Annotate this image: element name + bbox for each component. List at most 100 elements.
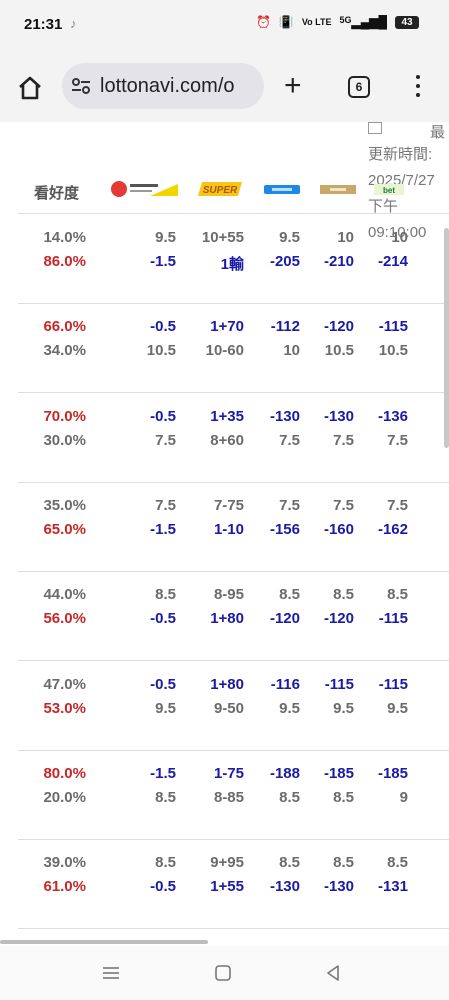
odds-value[interactable]: 9.5 — [155, 699, 176, 717]
odds-value[interactable]: -130 — [323, 878, 354, 896]
odds-value[interactable]: 8.5 — [279, 586, 300, 604]
odds-value[interactable]: -120 — [323, 610, 354, 628]
odds-value[interactable]: 1+80 — [210, 675, 244, 693]
odds-value[interactable]: -160 — [323, 520, 354, 538]
odds-value[interactable]: -1.5 — [150, 764, 176, 782]
odds-value[interactable]: 8.5 — [333, 788, 354, 806]
odds-value[interactable]: -205 — [269, 253, 300, 270]
odds-value[interactable]: -115 — [378, 610, 408, 628]
odds-value[interactable]: 8-95 — [213, 586, 244, 604]
odds-value[interactable]: -210 — [323, 253, 354, 270]
odds-value[interactable]: 9.5 — [333, 699, 354, 717]
odds-value[interactable]: 9.5 — [155, 229, 176, 246]
odds-value[interactable]: 8.5 — [279, 854, 300, 872]
odds-value[interactable]: 8.5 — [333, 586, 354, 604]
calendar-icon[interactable] — [368, 122, 382, 134]
odds-value[interactable]: 1+35 — [210, 407, 244, 425]
odds-value[interactable]: 8.5 — [387, 854, 408, 872]
odds-value[interactable]: 8.5 — [387, 586, 408, 604]
odds-value[interactable]: -185 — [377, 764, 408, 782]
odds-value[interactable]: 9.5 — [279, 699, 300, 717]
odds-row[interactable]: 44.0% 8.5 8-95 8.5 8.5 8.5 56.0% -0.5 1+80 -120 -1… — [18, 572, 449, 662]
odds-value[interactable]: 10 — [391, 229, 408, 246]
odds-value[interactable]: 7.5 — [155, 431, 176, 449]
odds-value[interactable]: -1.5 — [150, 520, 176, 538]
odds-row[interactable]: 66.0% -0.5 1+70 -112 -120 -115 34.0% 10.5 10-60 1… — [18, 304, 449, 394]
odds-value[interactable]: 9-50 — [213, 699, 244, 717]
odds-value[interactable]: 1輸 — [220, 256, 244, 273]
odds-value[interactable]: -130 — [323, 407, 354, 425]
odds-value[interactable]: 8.5 — [155, 854, 176, 872]
back-icon[interactable] — [322, 962, 344, 984]
site-settings-icon[interactable] — [70, 75, 92, 97]
address-bar[interactable]: lottonavi.com/o — [62, 63, 264, 109]
odds-value[interactable]: 7-75 — [213, 496, 244, 514]
home-button-icon[interactable] — [212, 962, 234, 984]
odds-value[interactable]: -136 — [377, 407, 408, 425]
odds-value[interactable]: 10 — [283, 342, 300, 360]
odds-value[interactable]: 9 — [399, 788, 408, 806]
odds-value[interactable]: 10-60 — [205, 342, 244, 360]
odds-row[interactable]: 80.0% -1.5 1-75 -188 -185 -185 20.0% 8.5 8-85 8.5… — [18, 751, 449, 840]
odds-value[interactable]: 10.5 — [324, 342, 354, 360]
odds-value[interactable]: -0.5 — [150, 610, 176, 628]
new-tab-icon[interactable]: + — [284, 69, 302, 102]
odds-value[interactable]: -115 — [378, 675, 408, 693]
odds-value[interactable]: 10 — [337, 229, 354, 246]
horizontal-scrollbar[interactable] — [0, 940, 208, 944]
odds-value[interactable]: -131 — [377, 878, 408, 896]
odds-row[interactable]: 35.0% 7.5 7-75 7.5 7.5 7.5 65.0% -1.5 1-10 -156 -1… — [18, 483, 449, 572]
tab-switcher-button[interactable]: 6 — [348, 76, 370, 98]
odds-value[interactable]: -0.5 — [150, 878, 176, 896]
odds-value[interactable]: 8.5 — [333, 854, 354, 872]
odds-value[interactable]: -116 — [270, 675, 300, 693]
odds-value[interactable]: -0.5 — [150, 318, 176, 336]
odds-value[interactable]: -162 — [377, 520, 408, 538]
odds-value[interactable]: 10+55 — [201, 229, 244, 246]
recent-apps-icon[interactable] — [100, 962, 122, 984]
odds-value[interactable]: -120 — [323, 318, 354, 336]
odds-value[interactable]: 1-75 — [213, 764, 244, 782]
odds-value[interactable]: -130 — [269, 407, 300, 425]
more-menu-icon[interactable] — [408, 72, 428, 102]
odds-value[interactable]: -0.5 — [150, 407, 176, 425]
odds-value[interactable]: 7.5 — [387, 496, 408, 514]
odds-value[interactable]: 8+60 — [210, 431, 244, 449]
odds-value[interactable]: 7.5 — [333, 496, 354, 514]
odds-value[interactable]: -112 — [270, 318, 300, 336]
odds-value[interactable]: 9.5 — [387, 699, 408, 717]
odds-value[interactable]: 8.5 — [155, 586, 176, 604]
odds-value[interactable]: -115 — [378, 318, 408, 336]
odds-value[interactable]: 8-85 — [213, 788, 244, 806]
odds-value[interactable]: 10.5 — [378, 342, 408, 360]
odds-value[interactable]: 7.5 — [279, 496, 300, 514]
odds-value[interactable]: 9+95 — [210, 854, 244, 872]
odds-value[interactable]: 1-10 — [213, 520, 244, 538]
odds-row[interactable]: 70.0% -0.5 1+35 -130 -130 -136 30.0% 7.5 8+60 7.5… — [18, 394, 449, 483]
url-text[interactable]: lottonavi.com/o — [100, 75, 235, 97]
home-icon[interactable] — [16, 74, 44, 102]
odds-value[interactable]: -156 — [269, 520, 300, 538]
odds-value[interactable]: -185 — [323, 764, 354, 782]
odds-row[interactable]: 14.0% 9.5 10+55 9.5 10 10 86.0% -1.5 1輸 -205 -210 -… — [18, 215, 449, 304]
odds-value[interactable]: 1+70 — [210, 318, 244, 336]
odds-value[interactable]: -120 — [269, 610, 300, 628]
odds-value[interactable]: -214 — [377, 253, 408, 270]
odds-value[interactable]: -1.5 — [150, 253, 176, 270]
odds-value[interactable]: 7.5 — [333, 431, 354, 449]
odds-value[interactable]: 7.5 — [279, 431, 300, 449]
odds-row[interactable]: 39.0% 8.5 9+95 8.5 8.5 8.5 61.0% -0.5 1+55 -130 -1… — [18, 840, 449, 930]
odds-value[interactable]: -0.5 — [150, 675, 176, 693]
odds-value[interactable]: 8.5 — [155, 788, 176, 806]
odds-value[interactable]: -130 — [269, 878, 300, 896]
odds-value[interactable]: 7.5 — [155, 496, 176, 514]
odds-value[interactable]: -115 — [324, 675, 354, 693]
odds-value[interactable]: 8.5 — [279, 788, 300, 806]
odds-value[interactable]: 1+55 — [210, 878, 244, 896]
odds-value[interactable]: 1+80 — [210, 610, 244, 628]
vertical-scrollbar[interactable] — [444, 228, 449, 448]
odds-value[interactable]: 7.5 — [387, 431, 408, 449]
odds-value[interactable]: -188 — [269, 764, 300, 782]
odds-value[interactable]: 10.5 — [146, 342, 176, 360]
odds-row[interactable]: 47.0% -0.5 1+80 -116 -115 -115 53.0% 9.5 9-50 9.5… — [18, 662, 449, 751]
